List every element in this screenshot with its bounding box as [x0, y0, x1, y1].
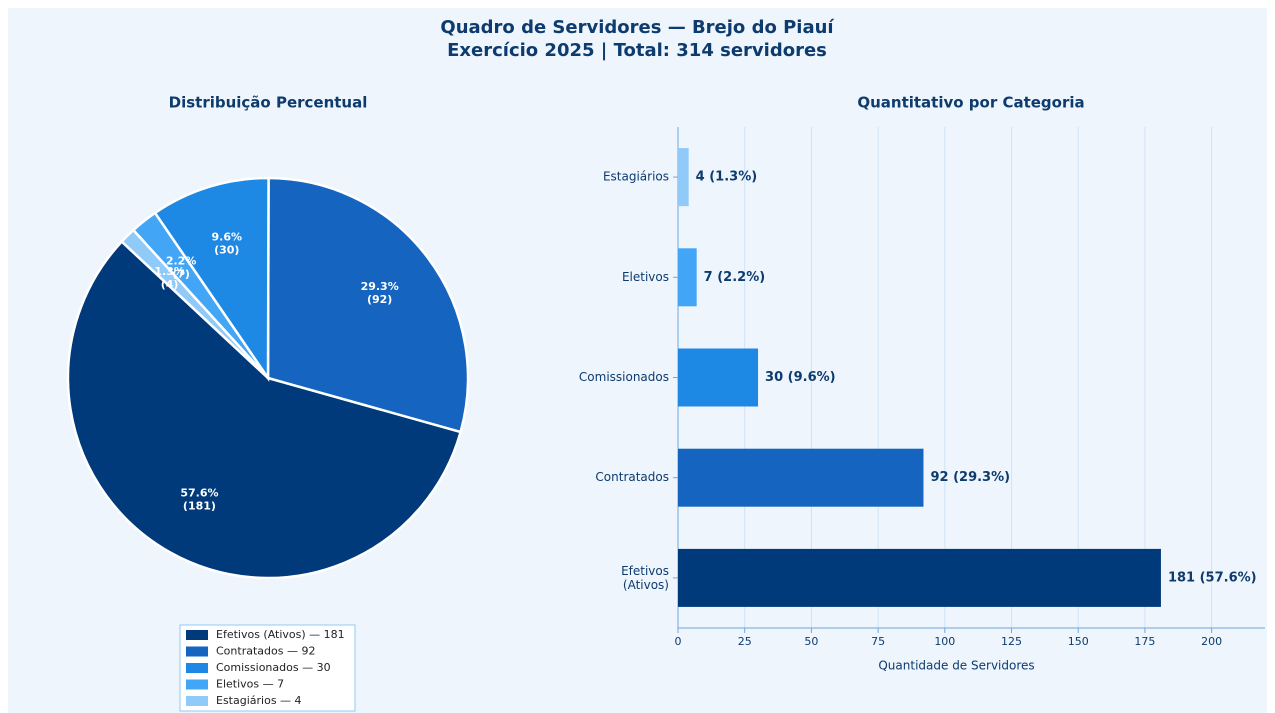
- pie-slice: [66, 239, 463, 580]
- figure-subtitle: Exercício 2025 | Total: 314 servidores: [447, 40, 827, 61]
- legend-label: Comissionados — 30: [216, 661, 331, 674]
- bar: [678, 148, 689, 207]
- bar: [678, 348, 759, 407]
- pie-label: 1.3%: [154, 265, 185, 278]
- x-tick-label: 0: [675, 635, 682, 648]
- legend-label: Eletivos — 7: [216, 678, 284, 691]
- legend-label: Efetivos (Ativos) — 181: [216, 628, 345, 641]
- pie-slice: [153, 176, 270, 383]
- x-tick-label: 150: [1068, 635, 1089, 648]
- pie-slice: [266, 176, 470, 434]
- pie-label: 57.6%: [180, 487, 218, 500]
- y-tick-label: Eletivos: [622, 270, 669, 284]
- x-tick-label: 25: [738, 635, 752, 648]
- legend-swatch: [186, 679, 208, 690]
- x-tick-label: 175: [1134, 635, 1155, 648]
- x-tick-label: 200: [1201, 635, 1222, 648]
- legend-box: [179, 624, 356, 712]
- pie-title: Distribuição Percentual: [169, 94, 368, 112]
- x-axis-label: Quantidade de Servidores: [878, 659, 1034, 673]
- bar-value-label: 30 (9.6%): [765, 370, 836, 385]
- bar-title: Quantitativo por Categoria: [857, 94, 1084, 112]
- figure-title: Quadro de Servidores — Brejo do Piauí: [440, 17, 834, 38]
- pie-label: 29.3%: [361, 280, 399, 293]
- x-tick-label: 100: [934, 635, 955, 648]
- pie-label: (4): [161, 278, 179, 291]
- bar: [678, 248, 697, 307]
- bar-value-label: 4 (1.3%): [696, 170, 758, 185]
- legend-swatch: [186, 646, 208, 657]
- legend-swatch: [186, 696, 208, 706]
- pie-label: 2.2%: [166, 255, 197, 268]
- y-tick-label: Contratados: [595, 470, 669, 484]
- bar-value-label: 92 (29.3%): [930, 470, 1010, 485]
- bar-value-label: 7 (2.2%): [704, 270, 766, 285]
- legend-swatch: [186, 663, 208, 673]
- bar: [678, 448, 924, 507]
- pie-label: (7): [172, 268, 190, 281]
- pie-slice: [119, 228, 269, 379]
- y-tick-label: Comissionados: [579, 370, 669, 384]
- legend-label: Contratados — 92: [216, 645, 315, 658]
- pie-label: (92): [367, 293, 392, 306]
- y-tick-label: Efetivos (Ativos): [621, 563, 669, 591]
- y-tick-label-line: (Ativos): [623, 577, 669, 591]
- y-tick-label: Estagiários: [603, 170, 669, 184]
- pie-label: (30): [214, 244, 239, 257]
- pie-label: (181): [183, 500, 216, 513]
- legend-label: Estagiários — 4: [216, 694, 302, 707]
- bar-value-label: 181 (57.6%): [1168, 570, 1257, 585]
- pie-label: 9.6%: [212, 231, 243, 244]
- x-tick-label: 125: [1001, 635, 1022, 648]
- legend-swatch: [186, 630, 208, 640]
- bar: [678, 548, 1161, 607]
- x-tick-label: 75: [871, 635, 885, 648]
- x-tick-label: 50: [804, 635, 818, 648]
- y-tick-label-line: Efetivos: [621, 563, 669, 577]
